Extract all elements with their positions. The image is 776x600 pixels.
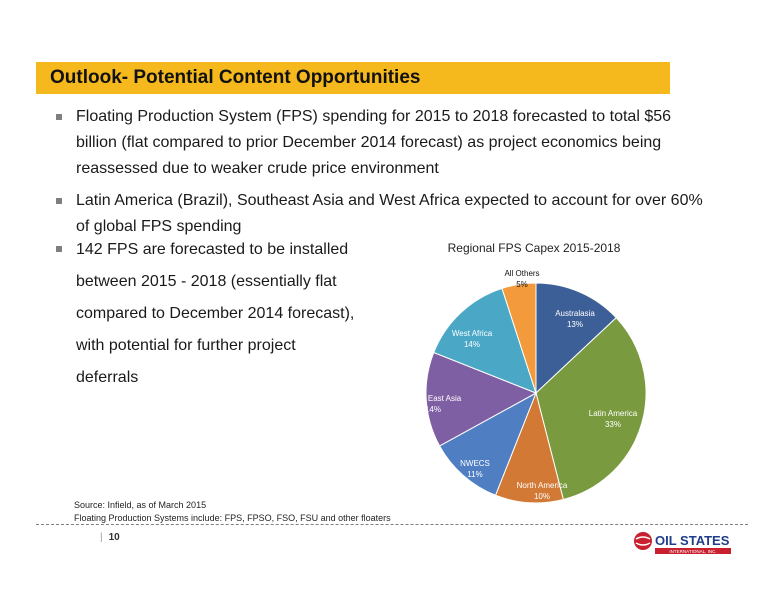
bullet-line: 142 FPS are forecasted to be installed [76, 241, 349, 258]
bullet-line: between 2015 - 2018 (essentially flat [76, 273, 337, 290]
logo-subtext: INTERNATIONAL, INC. [669, 549, 716, 554]
source-definition: Floating Production Systems include: FPS… [74, 513, 391, 523]
slice-percent: 13% [567, 320, 583, 329]
pie-slice-nwecs [438, 391, 537, 496]
pie-slice-australasia [535, 282, 617, 395]
slice-label: NWECS [460, 459, 490, 468]
bullet-item: Floating Production System (FPS) spendin… [56, 104, 716, 182]
title-bar: Outlook- Potential Content Opportunities [36, 62, 670, 94]
slice-label: All Others [504, 269, 539, 278]
slice-percent: 10% [534, 492, 550, 501]
chart-title: Regional FPS Capex 2015-2018 [448, 241, 621, 255]
logo-globe-icon [634, 532, 652, 550]
slice-percent: 11% [467, 470, 482, 479]
page-number-area: | 10 [100, 532, 120, 543]
bullet-item-fps-count: 142 FPS are forecasted to be installed b… [56, 234, 386, 394]
bullet-square-icon [56, 198, 62, 204]
footer-divider [36, 524, 748, 525]
bullet-text: Latin America (Brazil), Southeast Asia a… [76, 192, 703, 235]
bullet-square-icon [56, 114, 62, 120]
slice-percent: 5% [516, 280, 528, 289]
slice-label: Australasia [555, 309, 595, 318]
slice-percent: 14% [425, 405, 441, 414]
bullet-line: deferrals [76, 369, 139, 386]
bullet-square-icon [56, 246, 62, 252]
pie-chart: Regional FPS Capex 2015-2018 Australasia… [405, 241, 647, 504]
source-line: Source: Infield, as of March 2015 [74, 500, 207, 510]
slice-label: South East Asia [405, 394, 462, 403]
oil-states-logo: OIL STATES INTERNATIONAL, INC. [634, 532, 731, 554]
pie-slice-all-others [501, 282, 537, 394]
logo-text: OIL STATES [655, 533, 730, 548]
separator: | [100, 532, 103, 543]
slice-label: Latin America [589, 409, 638, 418]
slice-percent: 33% [605, 420, 621, 429]
bullet-list: Floating Production System (FPS) spendin… [56, 104, 716, 246]
slice-percent: 14% [464, 340, 480, 349]
bullet-item: Latin America (Brazil), Southeast Asia a… [56, 188, 716, 240]
slice-label: West Africa [452, 329, 493, 338]
pie-slice-latin-america [535, 316, 647, 501]
slice-label: North America [517, 481, 568, 490]
bullet-text: Floating Production System (FPS) spendin… [76, 108, 672, 177]
page-number: 10 [108, 532, 120, 543]
source-note: Source: Infield, as of March 2015 Floati… [74, 499, 391, 525]
slide-title: Outlook- Potential Content Opportunities [50, 67, 421, 88]
pie-slice-south-east-asia [425, 351, 538, 447]
bullet-line: compared to December 2014 forecast), [76, 305, 355, 322]
bullet-line: with potential for further project [76, 337, 296, 354]
